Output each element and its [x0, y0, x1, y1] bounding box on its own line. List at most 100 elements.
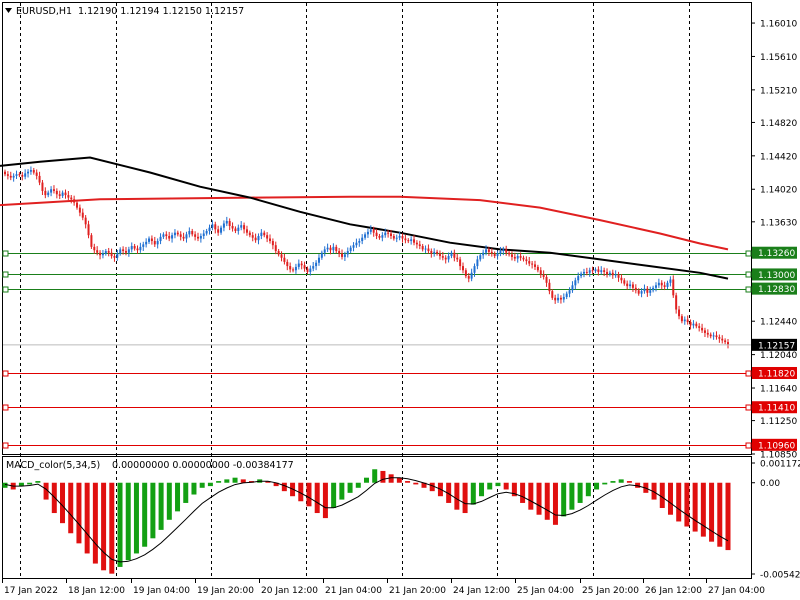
- level-handle-right[interactable]: [745, 271, 752, 278]
- level-handle-right[interactable]: [745, 286, 752, 293]
- candle-body: [490, 251, 493, 254]
- candle-body: [606, 271, 609, 275]
- macd-bar: [388, 474, 394, 483]
- price-axis[interactable]: 1.16010 1.15610 1.15210 1.14820 1.14420 1.140…: [3, 20, 797, 461]
- candle-body: [565, 293, 568, 297]
- horizontal-level-lines[interactable]: [2, 250, 752, 449]
- candle-body: [329, 247, 332, 251]
- level-price-tag[interactable]: [752, 268, 797, 281]
- level-handle-left[interactable]: [2, 404, 9, 411]
- level-price-tag[interactable]: [752, 282, 797, 295]
- candle-body: [18, 174, 21, 176]
- candle-body: [38, 175, 41, 183]
- macd-bar: [331, 482, 337, 508]
- candle-body: [557, 297, 560, 301]
- candle-body: [240, 225, 243, 228]
- candle-body: [438, 253, 441, 257]
- level-handle-right[interactable]: [745, 442, 752, 449]
- candle-body: [574, 280, 577, 286]
- time-tick-label: 19 Jan 20:00: [197, 586, 254, 596]
- level-handle-left[interactable]: [2, 250, 9, 257]
- candle-body: [470, 272, 473, 279]
- macd-bar: [544, 482, 550, 520]
- macd-bar: [84, 482, 90, 554]
- price-tick-label: 1.15610: [760, 53, 797, 63]
- price-tick-label: 1.14020: [760, 186, 797, 196]
- price-tick-label: 1.10850: [760, 451, 797, 461]
- time-tick-label: 17 Jan 2022: [4, 586, 58, 596]
- candle-body: [721, 338, 724, 341]
- candle-body: [349, 247, 352, 252]
- level-handle-right[interactable]: [745, 404, 752, 411]
- level-price-tag[interactable]: [752, 438, 797, 451]
- level-handle-left[interactable]: [2, 271, 9, 278]
- candle-body: [35, 172, 38, 176]
- candle-body: [277, 251, 280, 255]
- macd-bar: [76, 482, 82, 544]
- level-handle-right[interactable]: [745, 250, 752, 257]
- candle-body: [600, 270, 603, 272]
- candle-body: [361, 237, 364, 242]
- candle-body: [101, 253, 104, 256]
- candle-body: [12, 175, 15, 178]
- macd-bar: [125, 482, 131, 561]
- triangle-down-icon[interactable]: [5, 8, 12, 13]
- candle-body: [122, 249, 125, 252]
- candle-body: [214, 224, 217, 230]
- candle-body: [629, 284, 632, 287]
- macd-bar: [700, 482, 706, 537]
- level-handle-right[interactable]: [745, 370, 752, 377]
- candle-body: [476, 259, 479, 267]
- candle-body: [87, 224, 90, 236]
- time-tick-label: 27 Jan 04:00: [708, 586, 765, 596]
- macd-bar: [454, 482, 460, 510]
- candle-body: [505, 249, 508, 253]
- candle-body: [542, 274, 545, 277]
- level-handle-left[interactable]: [2, 442, 9, 449]
- candle-body: [145, 241, 148, 245]
- candle-body: [715, 335, 718, 338]
- macd-bar: [618, 479, 624, 483]
- candle-body: [554, 297, 557, 301]
- level-price-tag[interactable]: [752, 401, 797, 414]
- candle-body: [686, 319, 689, 323]
- macd-bar: [150, 482, 156, 539]
- time-tick-label: 18 Jan 12:00: [68, 586, 125, 596]
- candle-body: [320, 252, 323, 258]
- time-tick-label: 25 Jan 04:00: [517, 586, 574, 596]
- candle-body: [199, 236, 202, 239]
- candle-body: [96, 250, 99, 253]
- candle-body: [594, 269, 597, 272]
- macd-bar: [536, 482, 542, 515]
- level-price-label: 1.11410: [758, 404, 795, 414]
- macd-bar: [635, 482, 641, 488]
- macd-bar: [725, 482, 731, 551]
- candle-body: [196, 236, 199, 239]
- candle-body: [678, 309, 681, 317]
- level-handle-left[interactable]: [2, 286, 9, 293]
- candle-body: [551, 291, 554, 298]
- candle-body: [450, 252, 453, 257]
- candle-body: [384, 232, 387, 236]
- candle-body: [666, 282, 669, 287]
- level-handle-left[interactable]: [2, 370, 9, 377]
- candle-body: [724, 340, 727, 343]
- moving-average-slow: [0, 195, 729, 251]
- candle-body: [479, 255, 482, 260]
- level-price-tag[interactable]: [752, 366, 797, 379]
- macd-bar: [2, 482, 8, 488]
- candle-body: [525, 259, 528, 262]
- level-price-tag[interactable]: [752, 246, 797, 259]
- candle-body: [50, 189, 53, 193]
- level-price-label: 1.13260: [758, 249, 795, 259]
- candle-body: [387, 232, 390, 234]
- macd-bar: [561, 482, 567, 517]
- macd-axis: 0.0011721 0.00 -0.005420: [751, 460, 800, 581]
- candle-body: [208, 227, 211, 232]
- candle-body: [531, 263, 534, 265]
- candle-body: [9, 175, 12, 178]
- candle-body: [113, 256, 116, 258]
- candle-body: [176, 232, 179, 235]
- macd-bar: [429, 482, 435, 492]
